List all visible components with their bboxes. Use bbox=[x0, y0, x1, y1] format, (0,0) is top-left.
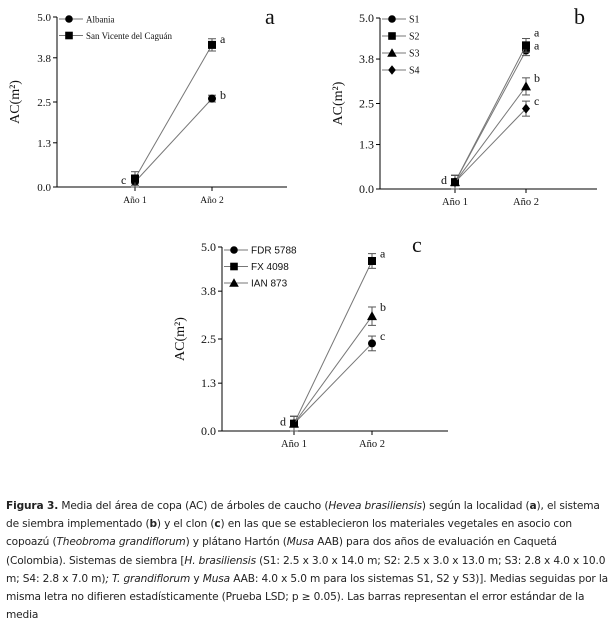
series-s2: a S2 bbox=[382, 25, 540, 190]
series-line bbox=[454, 86, 527, 183]
legend-marker bbox=[387, 48, 397, 57]
legend-label: S4 bbox=[409, 66, 420, 77]
y-axis-label: AC(m²) bbox=[8, 80, 23, 124]
data-point bbox=[521, 81, 531, 91]
panel-label: b bbox=[574, 4, 585, 29]
x-tick-label: Año 2 bbox=[359, 439, 385, 450]
y-axis-label: AC(m²) bbox=[331, 81, 346, 125]
data-point bbox=[368, 339, 376, 348]
data-point bbox=[451, 177, 459, 188]
panel-label: a bbox=[265, 4, 275, 29]
legend-marker bbox=[388, 65, 396, 75]
legend-marker bbox=[65, 15, 73, 23]
series-ian-873: b IAN 873 bbox=[224, 278, 386, 432]
series-line bbox=[454, 108, 527, 183]
y-tick-label: 0.0 bbox=[359, 182, 374, 196]
legend-label: San Vicente del Caguán bbox=[86, 31, 173, 41]
chart-panel-b: 0.0 1.3 2.5 3.8 5.0 Año 1 Año 2 AC(m²) b d a S1 a S2 b… bbox=[331, 4, 597, 208]
legend-marker bbox=[230, 246, 238, 254]
y-tick-label: 3.8 bbox=[37, 53, 51, 65]
y-tick-label: 0.0 bbox=[37, 182, 51, 194]
legend-label: IAN 873 bbox=[251, 279, 288, 290]
series-s1: d a S1 bbox=[382, 15, 540, 190]
legend-label: S1 bbox=[409, 15, 420, 26]
series-line bbox=[454, 45, 527, 183]
y-axis-label: AC(m²) bbox=[173, 317, 188, 361]
series-line bbox=[293, 315, 373, 424]
significance-letter: c bbox=[534, 94, 539, 108]
data-point bbox=[289, 418, 299, 428]
series-line bbox=[134, 98, 213, 183]
data-point bbox=[368, 256, 376, 265]
significance-letter: a bbox=[220, 32, 226, 46]
data-point bbox=[208, 40, 216, 49]
y-tick-label: 3.8 bbox=[359, 52, 374, 66]
chart-panel-c: 0.0 1.3 2.5 3.8 5.0 Año 1 Año 2 AC(m²) c d c FDR 57… bbox=[173, 232, 448, 450]
y-tick-label: 1.3 bbox=[201, 376, 216, 390]
panel-label: c bbox=[412, 232, 422, 257]
caption-label: Figura 3. bbox=[6, 500, 59, 512]
significance-letter: b bbox=[220, 88, 226, 102]
legend-marker bbox=[230, 262, 238, 271]
y-tick-label: 5.0 bbox=[201, 240, 216, 254]
significance-letter: b bbox=[380, 300, 386, 314]
data-point bbox=[131, 174, 139, 183]
legend-marker bbox=[388, 15, 396, 23]
data-point bbox=[522, 103, 530, 114]
series-line bbox=[293, 343, 373, 424]
chart-panel-a: 0.0 1.3 2.5 3.8 5.0 Año 1 Año 2 AC(m²) a c b Albani… bbox=[8, 4, 287, 206]
figure-caption: Figura 3. Media del área de copa (AC) de… bbox=[6, 500, 608, 622]
significance-letter: c bbox=[121, 173, 126, 187]
significance-letter: a bbox=[534, 25, 540, 39]
data-point bbox=[208, 94, 216, 103]
y-tick-label: 5.0 bbox=[37, 12, 51, 24]
series-san-vicente-del-caguán: a San Vicente del Caguán bbox=[59, 31, 226, 186]
x-tick-label: Año 2 bbox=[513, 197, 539, 208]
legend-label: Albania bbox=[86, 15, 115, 25]
series-line bbox=[134, 44, 213, 179]
y-tick-label: 3.8 bbox=[201, 284, 216, 298]
y-tick-label: 5.0 bbox=[359, 11, 374, 25]
significance-letter: a bbox=[380, 247, 386, 261]
legend-label: S3 bbox=[409, 49, 420, 60]
legend-label: FDR 5788 bbox=[251, 246, 297, 257]
legend-marker bbox=[388, 32, 396, 40]
x-tick-label: Año 2 bbox=[200, 196, 224, 206]
series-line bbox=[293, 260, 373, 424]
significance-letter: c bbox=[380, 329, 385, 343]
x-tick-label: Año 1 bbox=[281, 439, 307, 450]
series-s4: c S4 bbox=[382, 65, 539, 190]
legend-marker bbox=[229, 278, 239, 287]
y-tick-label: 2.5 bbox=[359, 97, 374, 111]
y-tick-label: 1.3 bbox=[37, 138, 51, 150]
data-point bbox=[522, 41, 530, 50]
x-tick-label: Año 1 bbox=[442, 197, 468, 208]
significance-letter: a bbox=[534, 38, 540, 52]
y-tick-label: 1.3 bbox=[359, 138, 374, 152]
y-tick-label: 2.5 bbox=[201, 332, 216, 346]
data-point bbox=[367, 311, 377, 321]
significance-letter: d bbox=[280, 415, 286, 429]
legend-marker bbox=[65, 31, 73, 40]
series-fx-4098: a FX 4098 bbox=[224, 247, 386, 432]
y-tick-label: 0.0 bbox=[201, 424, 216, 438]
legend-label: FX 4098 bbox=[251, 262, 289, 273]
y-tick-label: 2.5 bbox=[37, 97, 51, 109]
legend-label: S2 bbox=[409, 32, 420, 43]
series-fdr-5788: d c FDR 5788 bbox=[224, 246, 385, 432]
significance-letter: d bbox=[441, 173, 447, 187]
x-tick-label: Año 1 bbox=[123, 196, 147, 206]
significance-letter: b bbox=[534, 71, 540, 85]
